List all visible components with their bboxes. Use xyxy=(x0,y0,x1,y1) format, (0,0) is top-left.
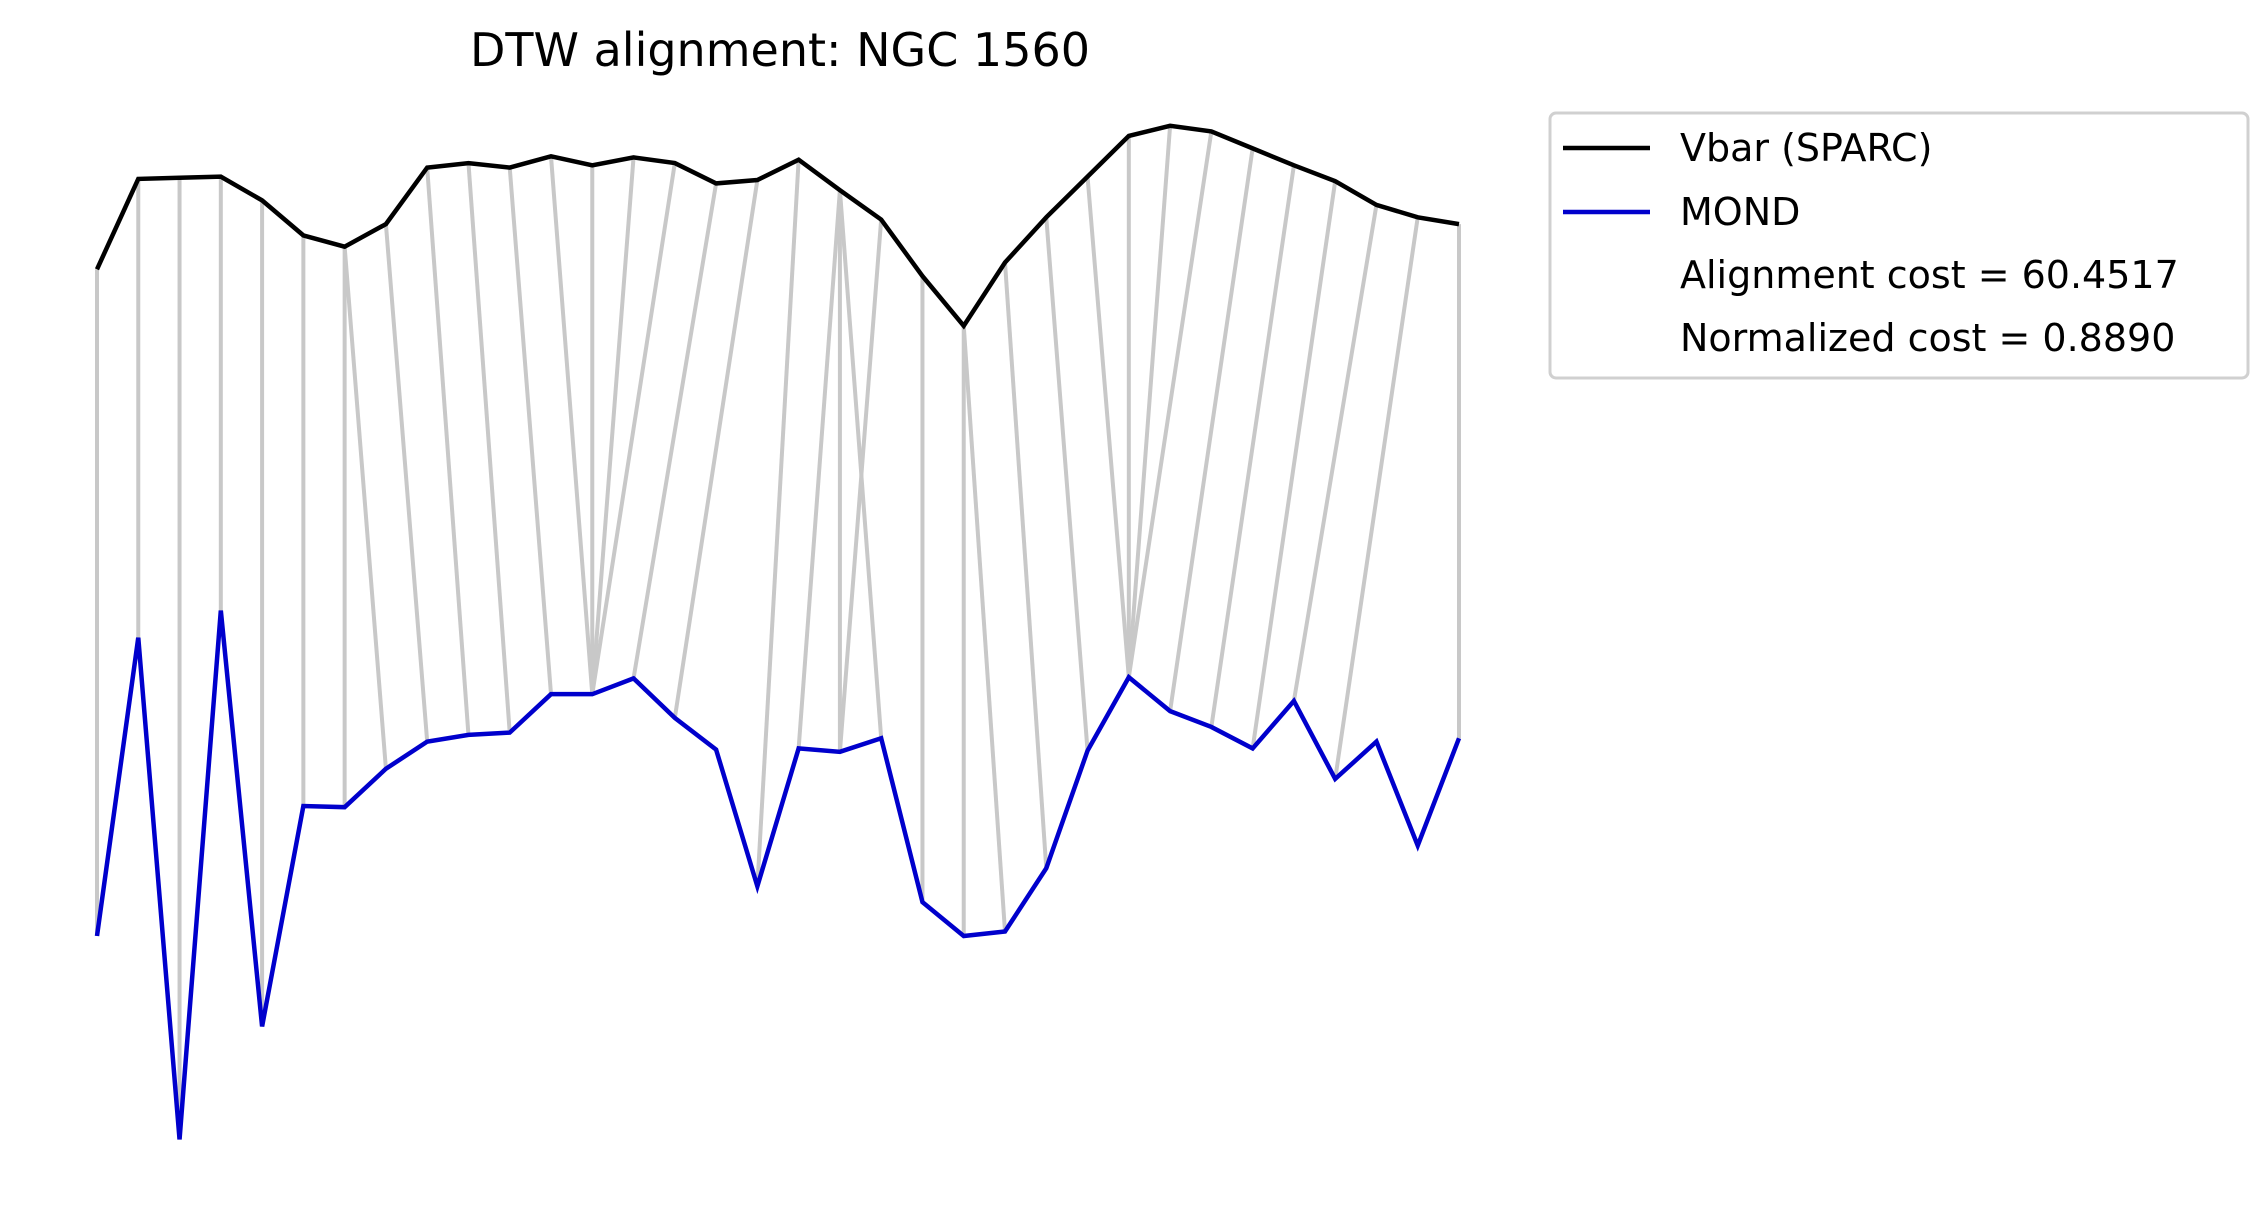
alignment-line-11 xyxy=(507,167,553,695)
alignment-line-27 xyxy=(1044,217,1090,751)
alignment-line-18 xyxy=(755,159,801,887)
alignment-line-16 xyxy=(631,183,719,679)
alignment-line-12 xyxy=(549,156,595,695)
legend-label-vbar: Vbar (SPARC) xyxy=(1680,126,1932,170)
chart-title: DTW alignment: NGC 1560 xyxy=(470,23,1090,77)
legend-label-mond: MOND xyxy=(1680,190,1800,234)
alignment-line-30 xyxy=(1126,125,1173,678)
alignment-line-14 xyxy=(590,157,636,695)
alignment-line-28 xyxy=(1085,176,1131,678)
alignment-line-25 xyxy=(961,325,1007,932)
alignment-lines xyxy=(95,125,1461,1140)
alignment-line-35 xyxy=(1291,204,1379,702)
alignment-line-36 xyxy=(1333,217,1420,780)
alignment-line-15 xyxy=(590,162,677,695)
alignment-line-17 xyxy=(672,179,760,719)
alignment-line-26 xyxy=(1003,262,1049,869)
alignment-line-8 xyxy=(383,223,430,742)
alignment-line-19 xyxy=(796,190,842,749)
alignment-line-10 xyxy=(466,162,512,733)
series-line-vbar xyxy=(94,123,1460,330)
series-line-mond xyxy=(94,610,1462,1140)
legend-alignment-cost: Alignment cost = 60.4517 xyxy=(1680,253,2179,297)
alignment-line-32 xyxy=(1168,148,1255,712)
alignment-line-7 xyxy=(342,246,388,769)
legend: Vbar (SPARC) MOND Alignment cost = 60.45… xyxy=(1548,111,2250,380)
alignment-line-33 xyxy=(1209,165,1296,728)
alignment-line-34 xyxy=(1250,180,1338,749)
legend-normalized-cost: Normalized cost = 0.8890 xyxy=(1680,316,2175,360)
legend-frame xyxy=(1548,111,2250,380)
alignment-line-9 xyxy=(425,167,471,736)
alignment-line-31 xyxy=(1126,131,1214,678)
plot-area xyxy=(94,123,1462,1140)
alignment-line-22 xyxy=(837,219,884,752)
series-lines xyxy=(94,123,1462,1140)
